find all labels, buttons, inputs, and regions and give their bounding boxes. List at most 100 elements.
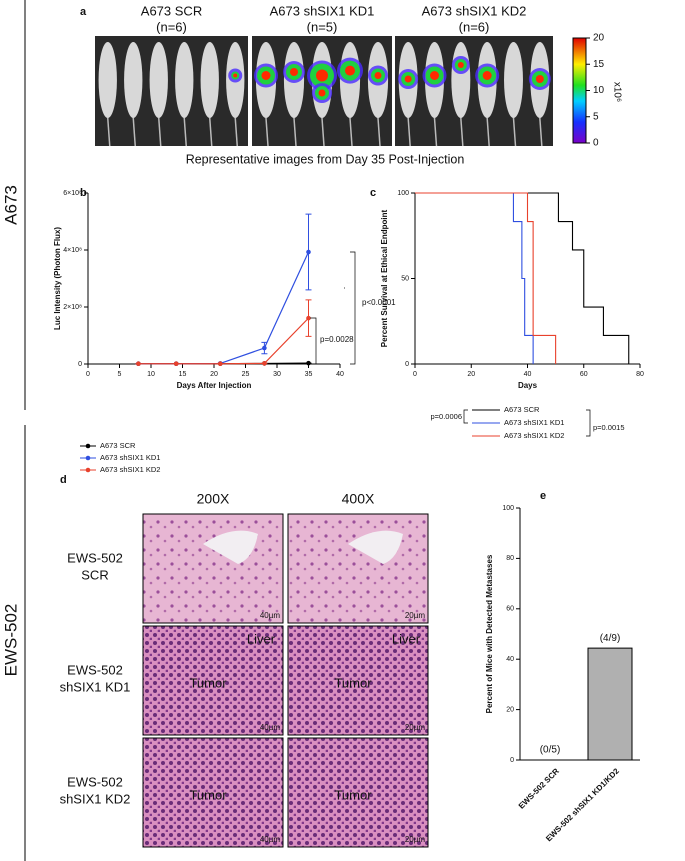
x-axis-label: Days — [518, 381, 538, 390]
survival-curve — [415, 192, 534, 364]
y-tick-label: 0 — [405, 361, 409, 368]
signal — [261, 71, 271, 80]
scale-bar: 20µm — [405, 611, 426, 620]
y-tick-label: 2×10⁸ — [63, 304, 82, 311]
mouse — [451, 42, 471, 118]
scale-bar: 40µm — [260, 611, 281, 620]
group-title: A673 shSIX1 KD2 — [422, 3, 527, 18]
panel-label: d — [60, 474, 67, 486]
tissue-annotation: Tumor — [189, 675, 227, 690]
x-tick-label: 5 — [118, 371, 122, 378]
tissue-annotation: Liver — [392, 631, 421, 646]
mouse — [124, 42, 143, 118]
series-line — [138, 251, 310, 365]
histology-image — [287, 513, 429, 624]
x-tick-label: 15 — [179, 371, 187, 378]
colorbar-tick-label: 0 — [593, 138, 599, 149]
scale-bar: 40µm — [260, 835, 281, 844]
marker — [173, 361, 179, 367]
signal — [374, 72, 382, 79]
scale-bar: 20µm — [405, 835, 426, 844]
row-label: EWS-502 — [67, 774, 123, 789]
charts: b 0 2×10⁸ 4×10⁸ 6×10⁸ 0 5 10 15 20 25 30 35 40 Days Af… — [53, 187, 644, 843]
panel-d: d 200X 400X EWS-502 SCR 40µm 20µm EWS-502 shSIX1… — [60, 474, 429, 848]
side-label: A673 — [1, 185, 20, 225]
mouse-tail — [512, 117, 517, 147]
histology-image — [142, 625, 284, 736]
x-tick-label: 10 — [147, 371, 155, 378]
mouse — [98, 42, 117, 118]
x-tick-label: EWS-502 SCR — [517, 766, 561, 810]
y-tick-label: 4×10⁸ — [63, 247, 82, 254]
histology-image — [287, 737, 429, 848]
signal — [404, 75, 412, 83]
scale-bar: 40µm — [260, 723, 281, 732]
panel-label: c — [370, 187, 376, 199]
x-tick-label: 0 — [413, 371, 417, 378]
series-line — [138, 317, 309, 365]
bar — [587, 647, 633, 761]
mouse-tail — [321, 117, 325, 147]
mouse-tail — [265, 117, 269, 147]
x-tick-label: 80 — [636, 371, 644, 378]
marker — [262, 345, 267, 351]
x-tick-label: 60 — [580, 371, 588, 378]
marker — [218, 361, 223, 367]
legend-marker — [85, 467, 91, 473]
group-n: (n=6) — [156, 19, 187, 34]
x-tick-label: 0 — [86, 371, 90, 378]
y-tick-label: 20 — [506, 706, 514, 713]
value-label: (0/5) — [540, 745, 561, 756]
tissue-annotation: Liver — [247, 631, 276, 646]
side-label: EWS-502 — [1, 604, 20, 677]
row-label: shSIX1 KD1 — [60, 679, 131, 694]
bracket — [310, 251, 356, 365]
survival-curve — [415, 192, 630, 364]
signal — [290, 68, 298, 76]
vessel — [348, 530, 403, 564]
group-title: A673 SCR — [141, 3, 202, 18]
signal — [457, 62, 464, 68]
legend-marker — [85, 455, 91, 461]
bracket — [463, 409, 591, 437]
y-axis-label: Percent Survival at Ethical Endpoint — [380, 209, 389, 347]
marker — [306, 315, 311, 321]
colorbar-tick-label: 5 — [593, 111, 599, 122]
signal — [430, 71, 439, 80]
group-n: (n=5) — [307, 19, 338, 34]
x-tick-label: 20 — [467, 371, 475, 378]
histology-image — [142, 737, 284, 848]
x-tick-label: 25 — [242, 371, 250, 378]
colorbar-tick-label: 15 — [593, 59, 605, 70]
legend-label: A673 shSIX1 KD1 — [100, 453, 160, 462]
y-tick-label: 100 — [502, 505, 514, 512]
histology-image — [142, 513, 284, 624]
mouse-tail — [460, 117, 464, 147]
mouse-tail — [407, 117, 411, 147]
legend-label: A673 shSIX1 KD1 — [504, 418, 564, 427]
y-tick-label: 40 — [506, 656, 514, 663]
annotation: p<0.0001 — [362, 298, 396, 307]
vessel — [203, 530, 258, 564]
signal — [318, 89, 326, 97]
caption: Representative images from Day 35 Post-I… — [186, 152, 465, 166]
x-tick-label: 40 — [524, 371, 532, 378]
annotation: p=0.0015 — [593, 423, 625, 432]
y-axis-label: Luc Intensity (Photon Flux) — [53, 227, 62, 330]
tissue-annotation: Tumor — [334, 675, 372, 690]
x-axis-label: Days After Injection — [177, 381, 252, 390]
colorbar-tick-label: 10 — [593, 85, 605, 96]
value-label: (4/9) — [600, 633, 621, 644]
mouse-tail — [209, 117, 213, 147]
row-label: SCR — [81, 567, 108, 582]
row-label: EWS-502 — [67, 550, 123, 565]
mouse-tail — [349, 117, 353, 147]
row-label: shSIX1 KD2 — [60, 791, 131, 806]
legend-label: A673 SCR — [100, 441, 136, 450]
colorbar-tick-label: 20 — [593, 33, 605, 44]
panel-label: b — [80, 187, 87, 199]
legend-label: A673 shSIX1 KD2 — [504, 431, 564, 440]
legend-marker — [85, 443, 91, 449]
x-tick-label: 30 — [273, 371, 281, 378]
y-tick-label: 100 — [397, 190, 409, 197]
